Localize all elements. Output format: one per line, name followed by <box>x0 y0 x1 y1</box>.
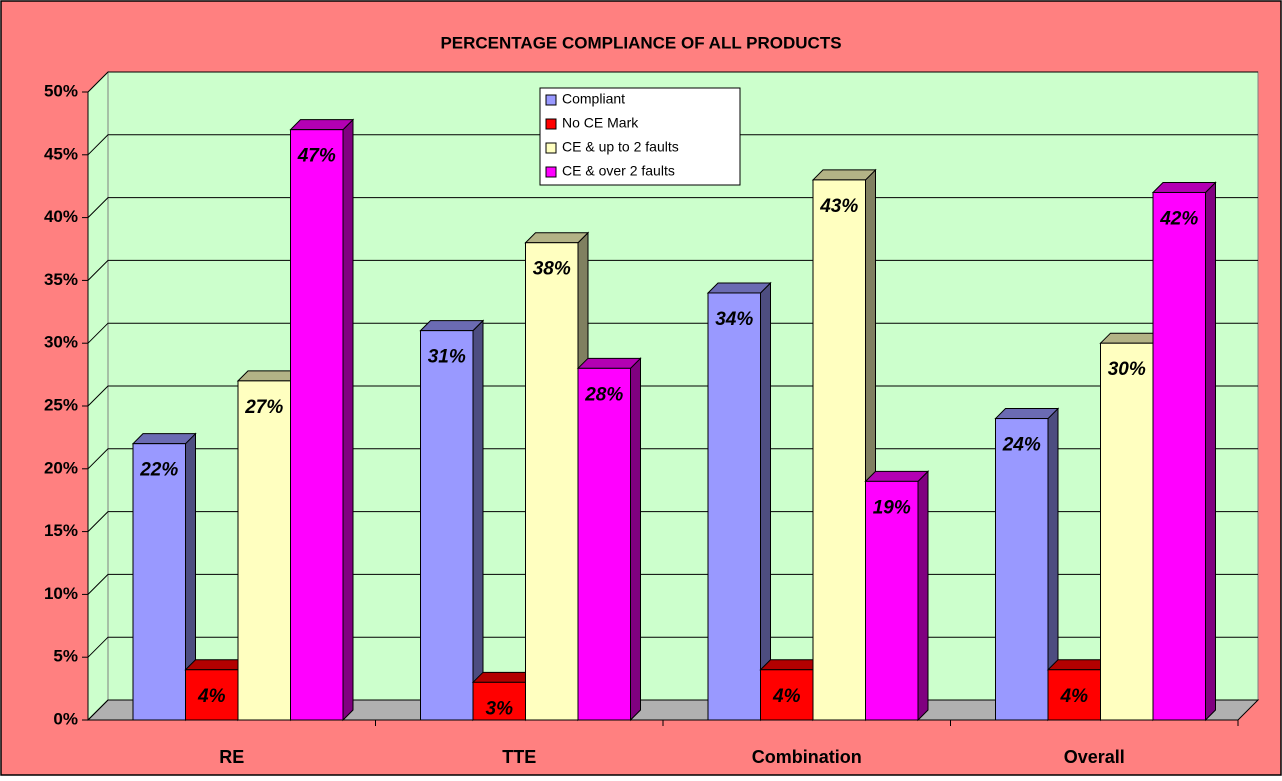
bar-top <box>706 282 772 294</box>
data-label: 43% <box>819 196 858 217</box>
data-label: 19% <box>873 497 911 518</box>
bar <box>237 380 291 721</box>
legend-label: CE & over 2 faults <box>562 163 675 179</box>
data-label: 30% <box>1108 359 1146 380</box>
legend-swatch <box>545 118 557 130</box>
grid-line <box>87 134 1258 156</box>
y-tick-label: 35% <box>44 270 78 289</box>
data-label: 27% <box>244 397 283 418</box>
x-tick-label: TTE <box>502 747 536 767</box>
data-label: 22% <box>139 460 178 481</box>
y-tick-label: 15% <box>44 521 78 540</box>
bar <box>525 242 579 721</box>
bar <box>577 367 631 721</box>
bar <box>995 418 1049 721</box>
data-label: 4% <box>772 686 801 707</box>
data-label: 4% <box>1060 686 1089 707</box>
legend-swatch <box>545 166 557 178</box>
y-tick-label: 5% <box>53 647 78 666</box>
bar-side <box>342 118 354 722</box>
data-label: 38% <box>533 259 571 280</box>
data-label: 24% <box>1002 435 1041 456</box>
bar <box>1100 342 1154 721</box>
x-tick-label: Combination <box>752 747 862 767</box>
chart-title: PERCENTAGE COMPLIANCE OF ALL PRODUCTS <box>440 33 841 52</box>
bar <box>1047 669 1101 721</box>
y-tick-label: 10% <box>44 584 78 603</box>
data-label: 31% <box>428 347 466 368</box>
bar-side <box>472 319 484 722</box>
y-tick-label: 30% <box>44 333 78 352</box>
bar <box>420 330 474 721</box>
data-label: 28% <box>584 384 623 405</box>
data-label: 42% <box>1159 208 1198 229</box>
data-label: 34% <box>715 309 753 330</box>
bar-top <box>811 169 877 181</box>
data-label: 4% <box>197 686 226 707</box>
bar-top <box>1151 181 1217 193</box>
bar-top <box>419 320 485 332</box>
bar-side <box>630 357 641 722</box>
bar <box>290 129 344 721</box>
legend-label: No CE Mark <box>562 115 639 131</box>
bar <box>707 292 761 721</box>
bar <box>812 179 866 721</box>
bar-side <box>760 281 771 722</box>
bar-side <box>1205 181 1216 722</box>
bar <box>1152 191 1206 721</box>
grid-line <box>87 71 1258 93</box>
x-tick-label: RE <box>219 747 244 767</box>
bar-top <box>524 232 590 244</box>
y-tick-label: 25% <box>44 395 78 414</box>
y-tick-label: 50% <box>44 81 78 100</box>
bar <box>760 669 814 721</box>
bar-top <box>576 357 642 369</box>
legend-swatch <box>545 142 557 154</box>
bar-side <box>917 470 929 722</box>
legend-swatch <box>545 94 557 106</box>
legend <box>539 87 741 186</box>
legend-label: Compliant <box>562 91 625 107</box>
bar <box>185 669 239 721</box>
legend-label: CE & up to 2 faults <box>562 139 679 155</box>
bar <box>132 443 186 721</box>
data-label: 3% <box>486 698 514 719</box>
x-tick-label: Overall <box>1064 747 1125 767</box>
y-tick-label: 0% <box>53 709 78 728</box>
bar-top <box>994 408 1060 420</box>
y-tick-label: 20% <box>44 458 78 477</box>
bar <box>865 480 919 721</box>
bar-top <box>289 119 355 131</box>
data-label: 47% <box>297 146 336 167</box>
y-tick-label: 40% <box>44 207 78 226</box>
y-tick-label: 45% <box>44 144 78 163</box>
bar-top <box>864 470 930 482</box>
bar-top <box>131 433 197 445</box>
